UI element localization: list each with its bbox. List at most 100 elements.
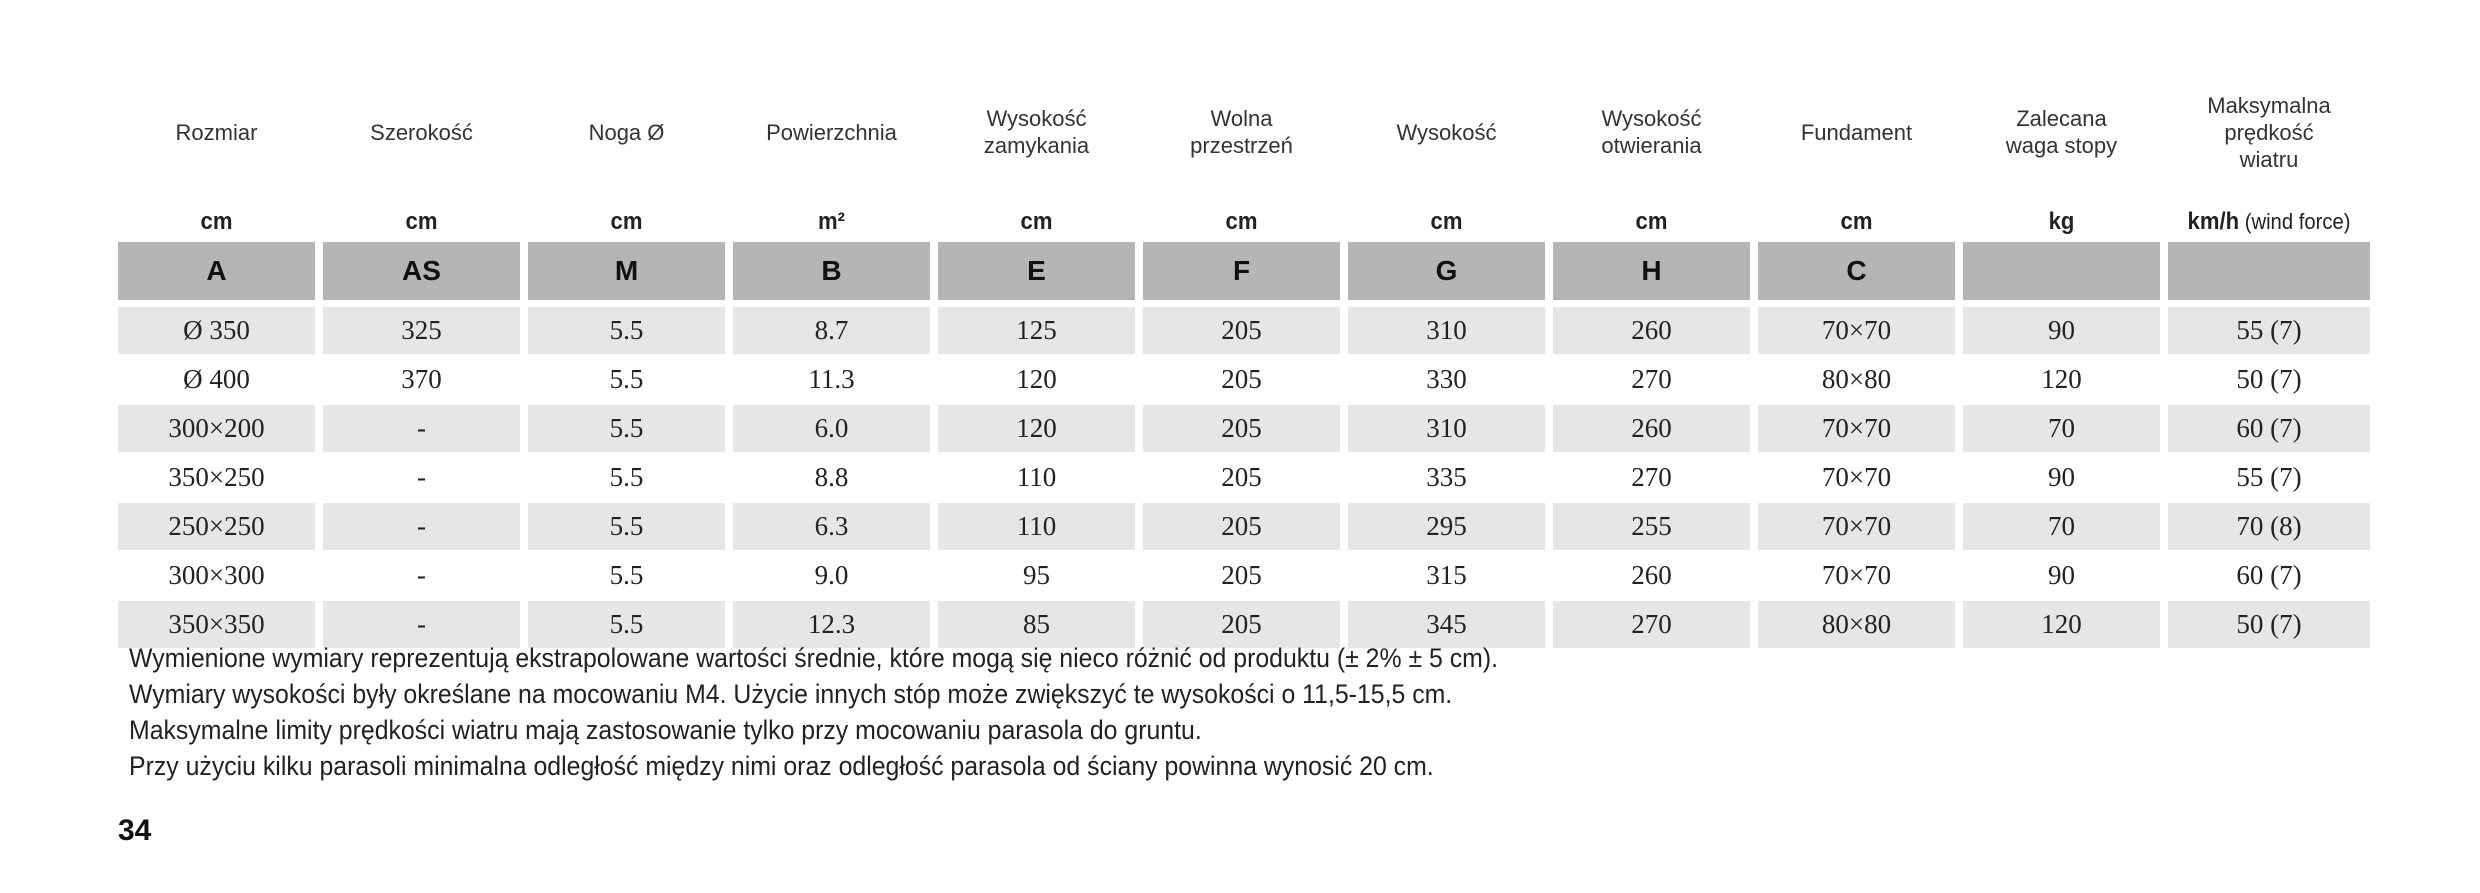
column-unit: cm bbox=[1561, 202, 1742, 236]
table-cell: 120 bbox=[1963, 355, 2160, 404]
table-cell: 110 bbox=[938, 502, 1135, 551]
footnote: Wymiary wysokości były określane na moco… bbox=[129, 679, 1453, 709]
table-cell: 6.3 bbox=[733, 502, 930, 551]
unit-label: cm bbox=[1840, 208, 1873, 235]
table-cell: Ø 400 bbox=[118, 355, 315, 404]
table-cell: 315 bbox=[1348, 551, 1545, 600]
table-cell: 300×300 bbox=[118, 551, 315, 600]
table-row: 350×350-5.5 12.3 85 205 345 270 80×80 120 50 (7) bbox=[118, 600, 2370, 649]
dimension-letter: G bbox=[1348, 236, 1545, 306]
table-cell: 350×350 bbox=[118, 600, 315, 649]
table-row: 300×300-5.5 9.0 95 205 315 260 70×70 90 60 (7) bbox=[118, 551, 2370, 600]
table-cell: 55 (7) bbox=[2168, 306, 2370, 355]
table-cell: 50 (7) bbox=[2168, 355, 2370, 404]
table-cell: 6.0 bbox=[733, 404, 930, 453]
dimension-letters-row: A AS M B E F G H C bbox=[118, 236, 2370, 306]
table-cell: Ø 350 bbox=[118, 306, 315, 355]
units-row: cm cm cm m² cm cm cm cm cm kg km/h (wind force) bbox=[118, 202, 2370, 236]
column-unit: cm bbox=[1356, 202, 1537, 236]
unit-label: cm bbox=[1635, 208, 1668, 235]
table-cell: 270 bbox=[1553, 453, 1750, 502]
table-cell: 70×70 bbox=[1758, 502, 1955, 551]
column-unit: m² bbox=[741, 202, 922, 236]
table-cell: - bbox=[323, 453, 520, 502]
table-cell: 345 bbox=[1348, 600, 1545, 649]
column-unit: km/h (wind force) bbox=[2176, 202, 2362, 236]
footnote: Maksymalne limity prędkości wiatru mają … bbox=[129, 715, 1202, 745]
table-cell: 80×80 bbox=[1758, 355, 1955, 404]
table-cell: 330 bbox=[1348, 355, 1545, 404]
column-title: Fundament bbox=[1800, 119, 1913, 145]
table-cell: 325 bbox=[323, 306, 520, 355]
footnote: Przy użyciu kilku parasoli minimalna odl… bbox=[129, 751, 1434, 781]
table-cell: 260 bbox=[1553, 551, 1750, 600]
unit-label: kg bbox=[2048, 208, 2075, 235]
table-cell: - bbox=[323, 502, 520, 551]
table-cell: 80×80 bbox=[1758, 600, 1955, 649]
table-cell: 205 bbox=[1143, 600, 1340, 649]
table-cell: 11.3 bbox=[733, 355, 930, 404]
column-unit: cm bbox=[946, 202, 1127, 236]
dimension-letter: C bbox=[1758, 236, 1955, 306]
table-cell: 90 bbox=[1963, 551, 2160, 600]
column-title: Wysokość bbox=[1396, 119, 1497, 145]
table-row: 300×200-5.5 6.0 120 205 310 260 70×70 70 60 (7) bbox=[118, 404, 2370, 453]
table-cell: 60 (7) bbox=[2168, 551, 2370, 600]
table-cell: 9.0 bbox=[733, 551, 930, 600]
table-cell: 85 bbox=[938, 600, 1135, 649]
table-cell: 70 bbox=[1963, 404, 2160, 453]
column-title: Maksymalna prędkość wiatru bbox=[2207, 92, 2331, 172]
column-title: Szerokość bbox=[370, 119, 473, 145]
column-unit: cm bbox=[1766, 202, 1947, 236]
column-unit: cm bbox=[126, 202, 307, 236]
table-cell: 90 bbox=[1963, 453, 2160, 502]
dimension-letter: A bbox=[118, 236, 315, 306]
dimension-letter: B bbox=[733, 236, 930, 306]
unit-label: cm bbox=[1225, 208, 1258, 235]
table-cell: 70 bbox=[1963, 502, 2160, 551]
table-cell: 70×70 bbox=[1758, 306, 1955, 355]
dimension-letter: AS bbox=[323, 236, 520, 306]
table-cell: 120 bbox=[1963, 600, 2160, 649]
table-cell: 5.5 bbox=[528, 355, 725, 404]
unit-label: cm bbox=[610, 208, 643, 235]
table-cell: 260 bbox=[1553, 404, 1750, 453]
unit-extra-label: (wind force) bbox=[2239, 209, 2351, 234]
column-unit: cm bbox=[331, 202, 512, 236]
unit-label: cm bbox=[1020, 208, 1053, 235]
table-cell: 60 (7) bbox=[2168, 404, 2370, 453]
column-title: Noga Ø bbox=[588, 119, 665, 145]
table-cell: 70×70 bbox=[1758, 404, 1955, 453]
table-cell: 55 (7) bbox=[2168, 453, 2370, 502]
table-cell: 335 bbox=[1348, 453, 1545, 502]
table-cell: 370 bbox=[323, 355, 520, 404]
table-cell: 5.5 bbox=[528, 404, 725, 453]
table-cell: 205 bbox=[1143, 306, 1340, 355]
column-title: Wysokość zamykania bbox=[983, 106, 1090, 158]
table-cell: 110 bbox=[938, 453, 1135, 502]
table-cell: 120 bbox=[938, 404, 1135, 453]
table-cell: 120 bbox=[938, 355, 1135, 404]
table-cell: 5.5 bbox=[528, 551, 725, 600]
unit-label: km/h bbox=[2187, 208, 2240, 235]
dimension-letter: F bbox=[1143, 236, 1340, 306]
table-cell: 125 bbox=[938, 306, 1135, 355]
table-cell: - bbox=[323, 600, 520, 649]
column-title: Wysokość otwierania bbox=[1601, 106, 1702, 158]
dimension-letter bbox=[1963, 236, 2160, 306]
column-unit: cm bbox=[1151, 202, 1332, 236]
unit-label: m² bbox=[818, 208, 845, 235]
table-cell: 5.5 bbox=[528, 306, 725, 355]
table-cell: 310 bbox=[1348, 404, 1545, 453]
table-cell: 12.3 bbox=[733, 600, 930, 649]
column-unit: kg bbox=[1971, 202, 2152, 236]
unit-label: cm bbox=[200, 208, 233, 235]
table-cell: 5.5 bbox=[528, 600, 725, 649]
table-cell: 205 bbox=[1143, 404, 1340, 453]
column-title: Rozmiar bbox=[175, 119, 258, 145]
footnotes: Wymienione wymiary reprezentują ekstrapo… bbox=[129, 640, 1498, 784]
specification-table: Rozmiar Szerokość Noga Ø Powierzchnia Wysoko… bbox=[110, 62, 2378, 649]
table-cell: 350×250 bbox=[118, 453, 315, 502]
dimension-letter: M bbox=[528, 236, 725, 306]
table-cell: 5.5 bbox=[528, 502, 725, 551]
